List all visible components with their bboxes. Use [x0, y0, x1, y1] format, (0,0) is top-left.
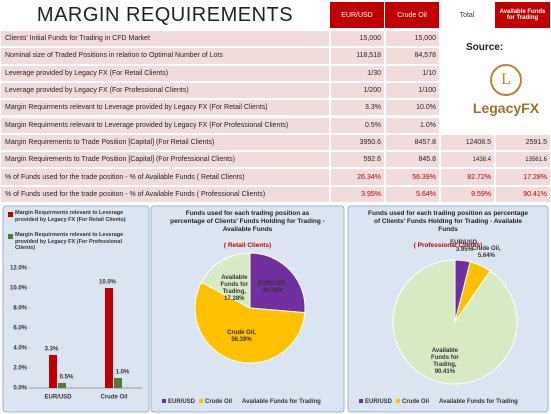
- table-title: MARGIN REQUIREMENTS: [36, 3, 294, 26]
- row-label: Margin Requirements to Trade Position [C…: [0, 151, 330, 169]
- legend-swatch: [433, 399, 438, 403]
- cell-value: 84,578: [385, 47, 440, 65]
- cell-value: 1438.4: [440, 151, 495, 169]
- row-label: % of Funds used for the trade position -…: [0, 168, 330, 186]
- x-tick-label: EUR/USD: [44, 395, 72, 401]
- bar-label: 1.0%: [116, 370, 130, 376]
- cell-value: 1/30: [330, 64, 385, 82]
- cell-value: 13561.6: [495, 151, 551, 169]
- cell-value: 15,000: [385, 30, 440, 48]
- pie-slice: [392, 259, 518, 385]
- legend-swatch: [236, 399, 241, 403]
- bar: [58, 383, 66, 388]
- legend-label: Margin Requirments relevant to Leverage …: [15, 210, 126, 223]
- cell-value: 3.95%: [330, 185, 385, 203]
- pie-subtitle: ( Professional Clients): [413, 242, 483, 249]
- slice-label: Available Funds for Trading, 90.41%: [431, 347, 459, 375]
- source-label: Source:: [466, 41, 504, 53]
- cell-value: 845.8: [385, 151, 440, 169]
- row-label: Leverage provided by Legacy FX (For Reta…: [0, 64, 330, 82]
- cell-value: 1.0%: [385, 116, 440, 134]
- legend-label: EUR/USD: [365, 399, 393, 405]
- legend-swatch: [396, 399, 401, 403]
- cell-value: 5.64%: [385, 185, 440, 203]
- slice-label: EUR/USD, 26.34%: [257, 280, 287, 294]
- cell-value: 3950.6: [330, 133, 385, 152]
- cell-value: 1/10: [385, 64, 440, 82]
- logo-box: L LegacyFX: [470, 58, 542, 120]
- row-label: Leverage provided by Legacy FX (For Prof…: [0, 81, 330, 100]
- empty-cell: [440, 30, 495, 48]
- cell-value: 3.3%: [330, 99, 385, 117]
- column-header: Available Funds for Trading: [495, 2, 550, 28]
- pie-title: Funds used for each trading position as …: [368, 210, 528, 233]
- row-label: Clients' Initial Funds for Trading in CF…: [0, 30, 330, 48]
- y-tick-label: 2.0%: [13, 366, 27, 372]
- slice-label: Available Funds for Trading, 17.28%: [220, 275, 249, 303]
- x-tick-label: Crude Oil: [100, 395, 127, 401]
- column-header: EUR/USD: [330, 2, 384, 28]
- legend-swatch: [199, 399, 204, 403]
- slice-label: Crude Oil, 5.64%: [472, 245, 501, 259]
- bar-label: 0.5%: [60, 375, 74, 381]
- cell-value: 118,518: [330, 47, 385, 65]
- cell-value: 82.72%: [440, 168, 495, 186]
- cell-value: 26.34%: [330, 168, 385, 186]
- cell-value: 10.0%: [385, 99, 440, 117]
- pie-title: Funds used for each trading position as …: [170, 210, 325, 233]
- legend-label: Margin Requirments relevant to Leverage …: [15, 232, 124, 251]
- cell-value: 0.5%: [330, 116, 385, 134]
- cell-value: 8457.8: [385, 133, 440, 152]
- legend-label: Crude Oil: [402, 399, 429, 405]
- legend-label: Crude Oil: [205, 399, 232, 405]
- slice-label: EUR/USD, 3.95%: [450, 239, 479, 253]
- y-tick-label: 4.0%: [13, 346, 27, 352]
- cell-value: 1/100: [385, 81, 440, 100]
- cell-value: 9.59%: [440, 185, 495, 203]
- pie-slice: [200, 252, 251, 309]
- cell-value: 2591.5: [495, 133, 551, 152]
- pie-slice: [194, 281, 306, 364]
- cell-value: 56.39%: [385, 168, 440, 186]
- legend-swatch: [8, 234, 13, 239]
- bar: [105, 288, 113, 388]
- column-header: Crude Oil: [385, 2, 439, 28]
- y-tick-label: 6.0%: [13, 326, 27, 332]
- legend-swatch: [162, 399, 166, 403]
- legend-swatch: [8, 212, 13, 217]
- cell-value: 592.6: [330, 151, 385, 169]
- bar: [114, 378, 122, 388]
- row-label: Nominal size of Traded Positions in rela…: [0, 47, 330, 65]
- cell-value: 1/200: [330, 81, 385, 100]
- cell-value: 17.28%: [495, 168, 551, 186]
- y-tick-label: 10.0%: [10, 286, 28, 292]
- y-tick-label: 0.0%: [13, 386, 27, 392]
- logo-crest: L: [490, 64, 522, 96]
- legend-swatch: [359, 399, 363, 403]
- row-label: % of Funds used for the trade position -…: [0, 185, 330, 203]
- cell-value: 90.41%: [495, 185, 551, 203]
- y-tick-label: 12.0%: [10, 266, 28, 272]
- row-label: Margin Requirements to Trade Position [C…: [0, 133, 330, 152]
- bar-label: 3.3%: [45, 347, 59, 353]
- column-header: Total: [440, 2, 494, 28]
- y-tick-label: 8.0%: [13, 306, 27, 312]
- pie-subtitle: ( Retail Clients): [223, 242, 272, 249]
- row-label: Margin Requirments relevant to Leverage …: [0, 99, 330, 117]
- slice-label: Crude Oil, 56.39%: [227, 330, 256, 344]
- legend-label: EUR/USD: [168, 399, 196, 405]
- row-label: Margin Requirments relevant to Leverage …: [0, 116, 330, 134]
- bar-label: 10.0%: [99, 280, 117, 286]
- legend-label: Available Funds for Trading: [242, 399, 321, 405]
- bar: [49, 355, 57, 388]
- pie-slice: [249, 252, 306, 314]
- logo-text: LegacyFX: [472, 100, 540, 116]
- legend-label: Available Funds for Trading: [439, 399, 518, 405]
- cell-value: 15,000: [330, 30, 385, 48]
- cell-value: 12408.5: [440, 133, 495, 152]
